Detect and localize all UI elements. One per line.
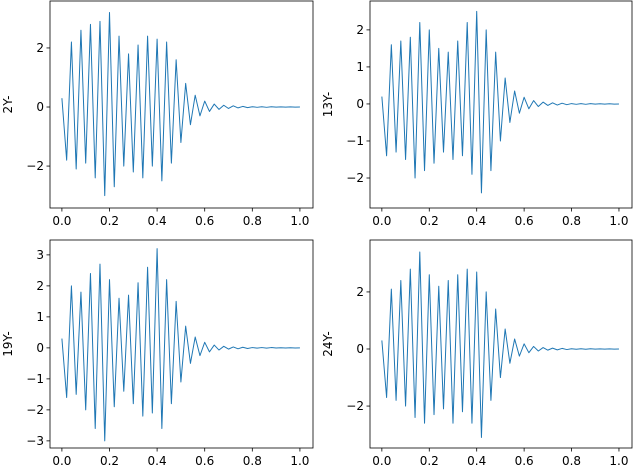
y-tick-label: −2 [346, 399, 364, 413]
x-tick-label: 0.4 [467, 454, 486, 468]
y-tick-label: 2 [36, 41, 44, 55]
y-tick-label: 1 [36, 310, 44, 324]
y-tick-label: −1 [26, 372, 44, 386]
x-tick-label: 0.0 [372, 454, 391, 468]
x-tick-label: 0.4 [148, 454, 167, 468]
x-tick-label: 0.4 [467, 214, 486, 228]
x-tick-label: 0.8 [562, 454, 581, 468]
x-tick-label: 1.0 [609, 214, 628, 228]
waveform [381, 251, 619, 438]
x-tick-label: 1.0 [290, 214, 309, 228]
x-tick-label: 0.4 [148, 214, 167, 228]
x-tick-label: 0.0 [52, 454, 71, 468]
x-tick-label: 0.8 [243, 454, 262, 468]
y-tick-label: −2 [346, 171, 364, 185]
x-tick-label: 0.2 [100, 454, 119, 468]
axes-frame [49, 0, 314, 209]
axes-frame [369, 239, 633, 449]
waveform [61, 248, 300, 442]
y-axis-label: 24Y- [321, 331, 335, 357]
x-tick-label: 1.0 [609, 454, 628, 468]
waveform [61, 12, 300, 197]
y-tick-label: −2 [26, 403, 44, 417]
y-axis-label: 13Y- [321, 92, 335, 118]
y-tick-label: 0 [356, 342, 364, 356]
y-axis-label: 2Y- [1, 96, 15, 114]
y-tick-label: −2 [26, 159, 44, 173]
x-tick-label: 0.0 [52, 214, 71, 228]
y-tick-label: 0 [36, 100, 44, 114]
x-tick-label: 0.2 [420, 454, 439, 468]
waveform [381, 10, 619, 194]
x-tick-label: 0.8 [562, 214, 581, 228]
y-axis-label: 19Y- [1, 331, 15, 357]
y-tick-label: −1 [346, 134, 364, 148]
x-tick-label: 1.0 [290, 454, 309, 468]
y-tick-label: 2 [36, 279, 44, 293]
y-tick-label: 1 [356, 60, 364, 74]
y-tick-label: −3 [26, 434, 44, 448]
x-tick-label: 0.2 [420, 214, 439, 228]
x-tick-label: 0.6 [515, 214, 534, 228]
x-tick-label: 0.6 [195, 214, 214, 228]
y-tick-label: 0 [36, 341, 44, 355]
y-tick-label: 0 [356, 97, 364, 111]
x-tick-label: 0.2 [100, 214, 119, 228]
x-tick-label: 0.6 [515, 454, 534, 468]
axes-frame [369, 0, 633, 209]
y-tick-label: 2 [356, 285, 364, 299]
x-tick-label: 0.8 [243, 214, 262, 228]
y-tick-label: 2 [356, 23, 364, 37]
axes-frame [49, 239, 314, 449]
x-tick-label: 0.6 [195, 454, 214, 468]
y-tick-label: 3 [36, 248, 44, 262]
x-tick-label: 0.0 [372, 214, 391, 228]
